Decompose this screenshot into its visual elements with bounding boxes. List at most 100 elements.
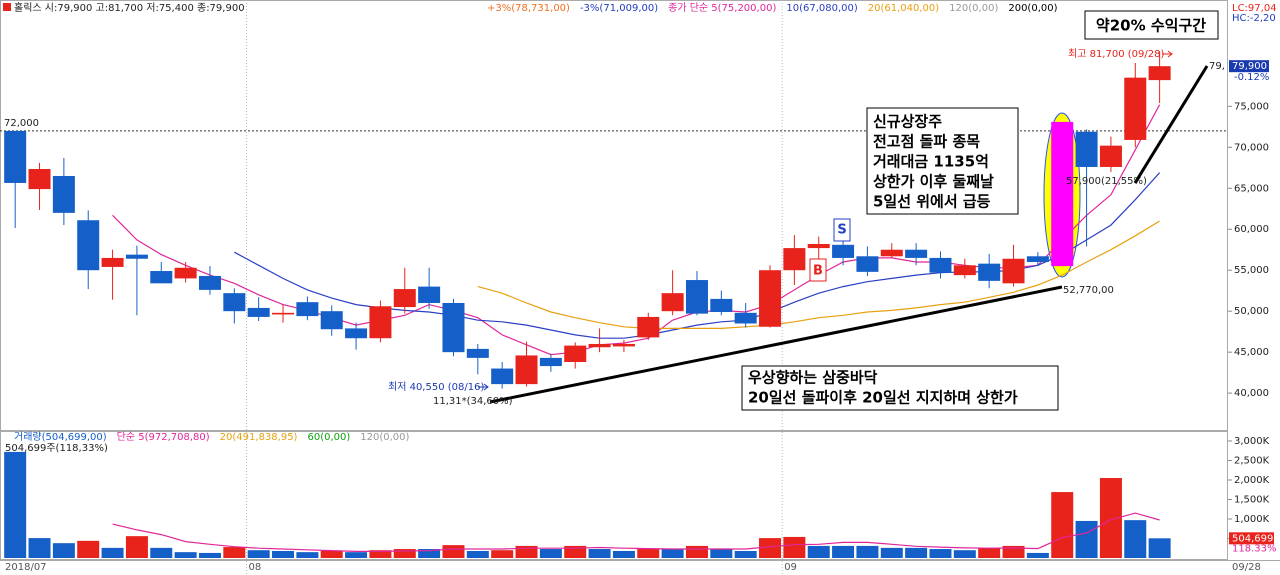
text-box [866, 107, 1019, 215]
candle-body [320, 311, 343, 330]
candle-body [247, 307, 270, 317]
text-box [1084, 10, 1219, 40]
candle-body [783, 248, 806, 271]
legend-entry: 종가 단순 5(75,200,00) [668, 2, 776, 14]
volume-bar [685, 545, 708, 558]
volume-box-label: 504,699 [1232, 533, 1273, 544]
volume-box [1229, 532, 1274, 545]
legend-entry: 60(0,00) [307, 432, 350, 443]
sell-marker [833, 218, 851, 242]
rebound-label: 57,900(21,55%) [1066, 176, 1147, 187]
text-box [741, 365, 1059, 411]
legend-entry: 200(0,00) [1008, 3, 1057, 14]
volume-bar [491, 550, 514, 558]
candle-body [832, 244, 855, 258]
volume-bar [393, 549, 416, 558]
volume-bar [198, 552, 221, 558]
volume-bar [807, 545, 830, 558]
legend-entry: 단순 5(972,708,80) [117, 431, 210, 443]
volume-bar [856, 545, 879, 558]
y-tick-label: 55,000 [1234, 265, 1269, 276]
candle-body [685, 280, 708, 314]
note-line: 5일선 위에서 급등 [873, 193, 991, 211]
low-change: 11,31*(34,60%) [433, 396, 513, 407]
volume-bar [539, 549, 562, 558]
candle-body [345, 328, 368, 339]
candle-body [637, 316, 660, 338]
candle-body [564, 345, 587, 362]
volume-panel [0, 431, 1228, 560]
candle-body [28, 169, 51, 190]
volume-bar [710, 549, 733, 558]
support-label: 52,770,00 [1063, 285, 1114, 296]
volume-bar [734, 550, 757, 558]
candle-body [856, 256, 879, 272]
legend-entry: 20(491,838,95) [220, 432, 298, 443]
volume-bar [1002, 545, 1025, 558]
x-tick-label: 09/28 [1232, 562, 1261, 573]
y-tick-label: 75,000 [1234, 101, 1269, 112]
candle-body [1099, 145, 1122, 167]
volume-bar [783, 536, 806, 558]
candle-body [198, 275, 221, 290]
buy-marker [809, 258, 827, 282]
candle-body [101, 257, 124, 267]
price-panel [0, 0, 1228, 431]
legend-entry: 거래량(504,699,00) [14, 431, 107, 443]
note-line: 전고점 돌파 종목 [873, 133, 980, 151]
candle-body [174, 267, 197, 279]
volume-bar [1124, 520, 1147, 558]
volume-bar [418, 549, 441, 558]
candle-body [125, 254, 148, 259]
price-box-label: 79,900 [1232, 61, 1267, 72]
volume-bar [101, 547, 124, 558]
sell-label: S [837, 223, 846, 238]
candle-body [880, 249, 903, 257]
volume-bar [28, 538, 51, 558]
lc-label: LC:97,04 [1232, 3, 1277, 14]
volume-bar [272, 550, 295, 558]
volume-bar [637, 549, 660, 558]
volume-bar [442, 545, 465, 558]
candle-body [1124, 77, 1147, 140]
trend-line [1133, 65, 1209, 184]
volume-bar [345, 552, 368, 558]
candle-body [539, 357, 562, 367]
candle-body [491, 368, 514, 385]
volume-bar [296, 552, 319, 558]
candle-body [418, 286, 441, 303]
legend-entry: -3%(71,009,00) [580, 3, 658, 14]
note-line: 신규상장주 [873, 113, 942, 131]
candle-body [734, 312, 757, 324]
volume-bar [247, 550, 270, 558]
candle-body [1051, 121, 1074, 267]
y-tick-label: 1,000K [1234, 514, 1270, 525]
buy-label: B [813, 264, 823, 279]
candle-body [466, 348, 489, 358]
candle-body [953, 265, 976, 276]
candle-body [807, 243, 830, 249]
trend-line [489, 285, 1063, 404]
stock-icon [3, 3, 11, 11]
y-tick-label: 65,000 [1234, 183, 1269, 194]
x-tick-label: 09 [784, 562, 797, 573]
candle-body [905, 249, 928, 258]
candle-body [369, 306, 392, 339]
candle-body [393, 289, 416, 308]
legend-entry: +3%(78,731,00) [487, 3, 570, 14]
arrow [478, 383, 489, 391]
moving-average [477, 220, 1160, 329]
y-tick-label: 60,000 [1234, 224, 1269, 235]
candle-body [710, 298, 733, 313]
volume-bar [320, 550, 343, 558]
volume-bar [369, 550, 392, 558]
price-change: -0.12% [1234, 72, 1269, 83]
candle-body [223, 293, 246, 312]
y-tick-label: 45,000 [1234, 347, 1269, 358]
volume-bar [588, 549, 611, 558]
volume-bar [1099, 478, 1122, 558]
y-tick-label: 3,000K [1234, 436, 1270, 447]
x-tick-label: 08 [249, 562, 262, 573]
y-tick-label: 1,500K [1234, 494, 1270, 505]
